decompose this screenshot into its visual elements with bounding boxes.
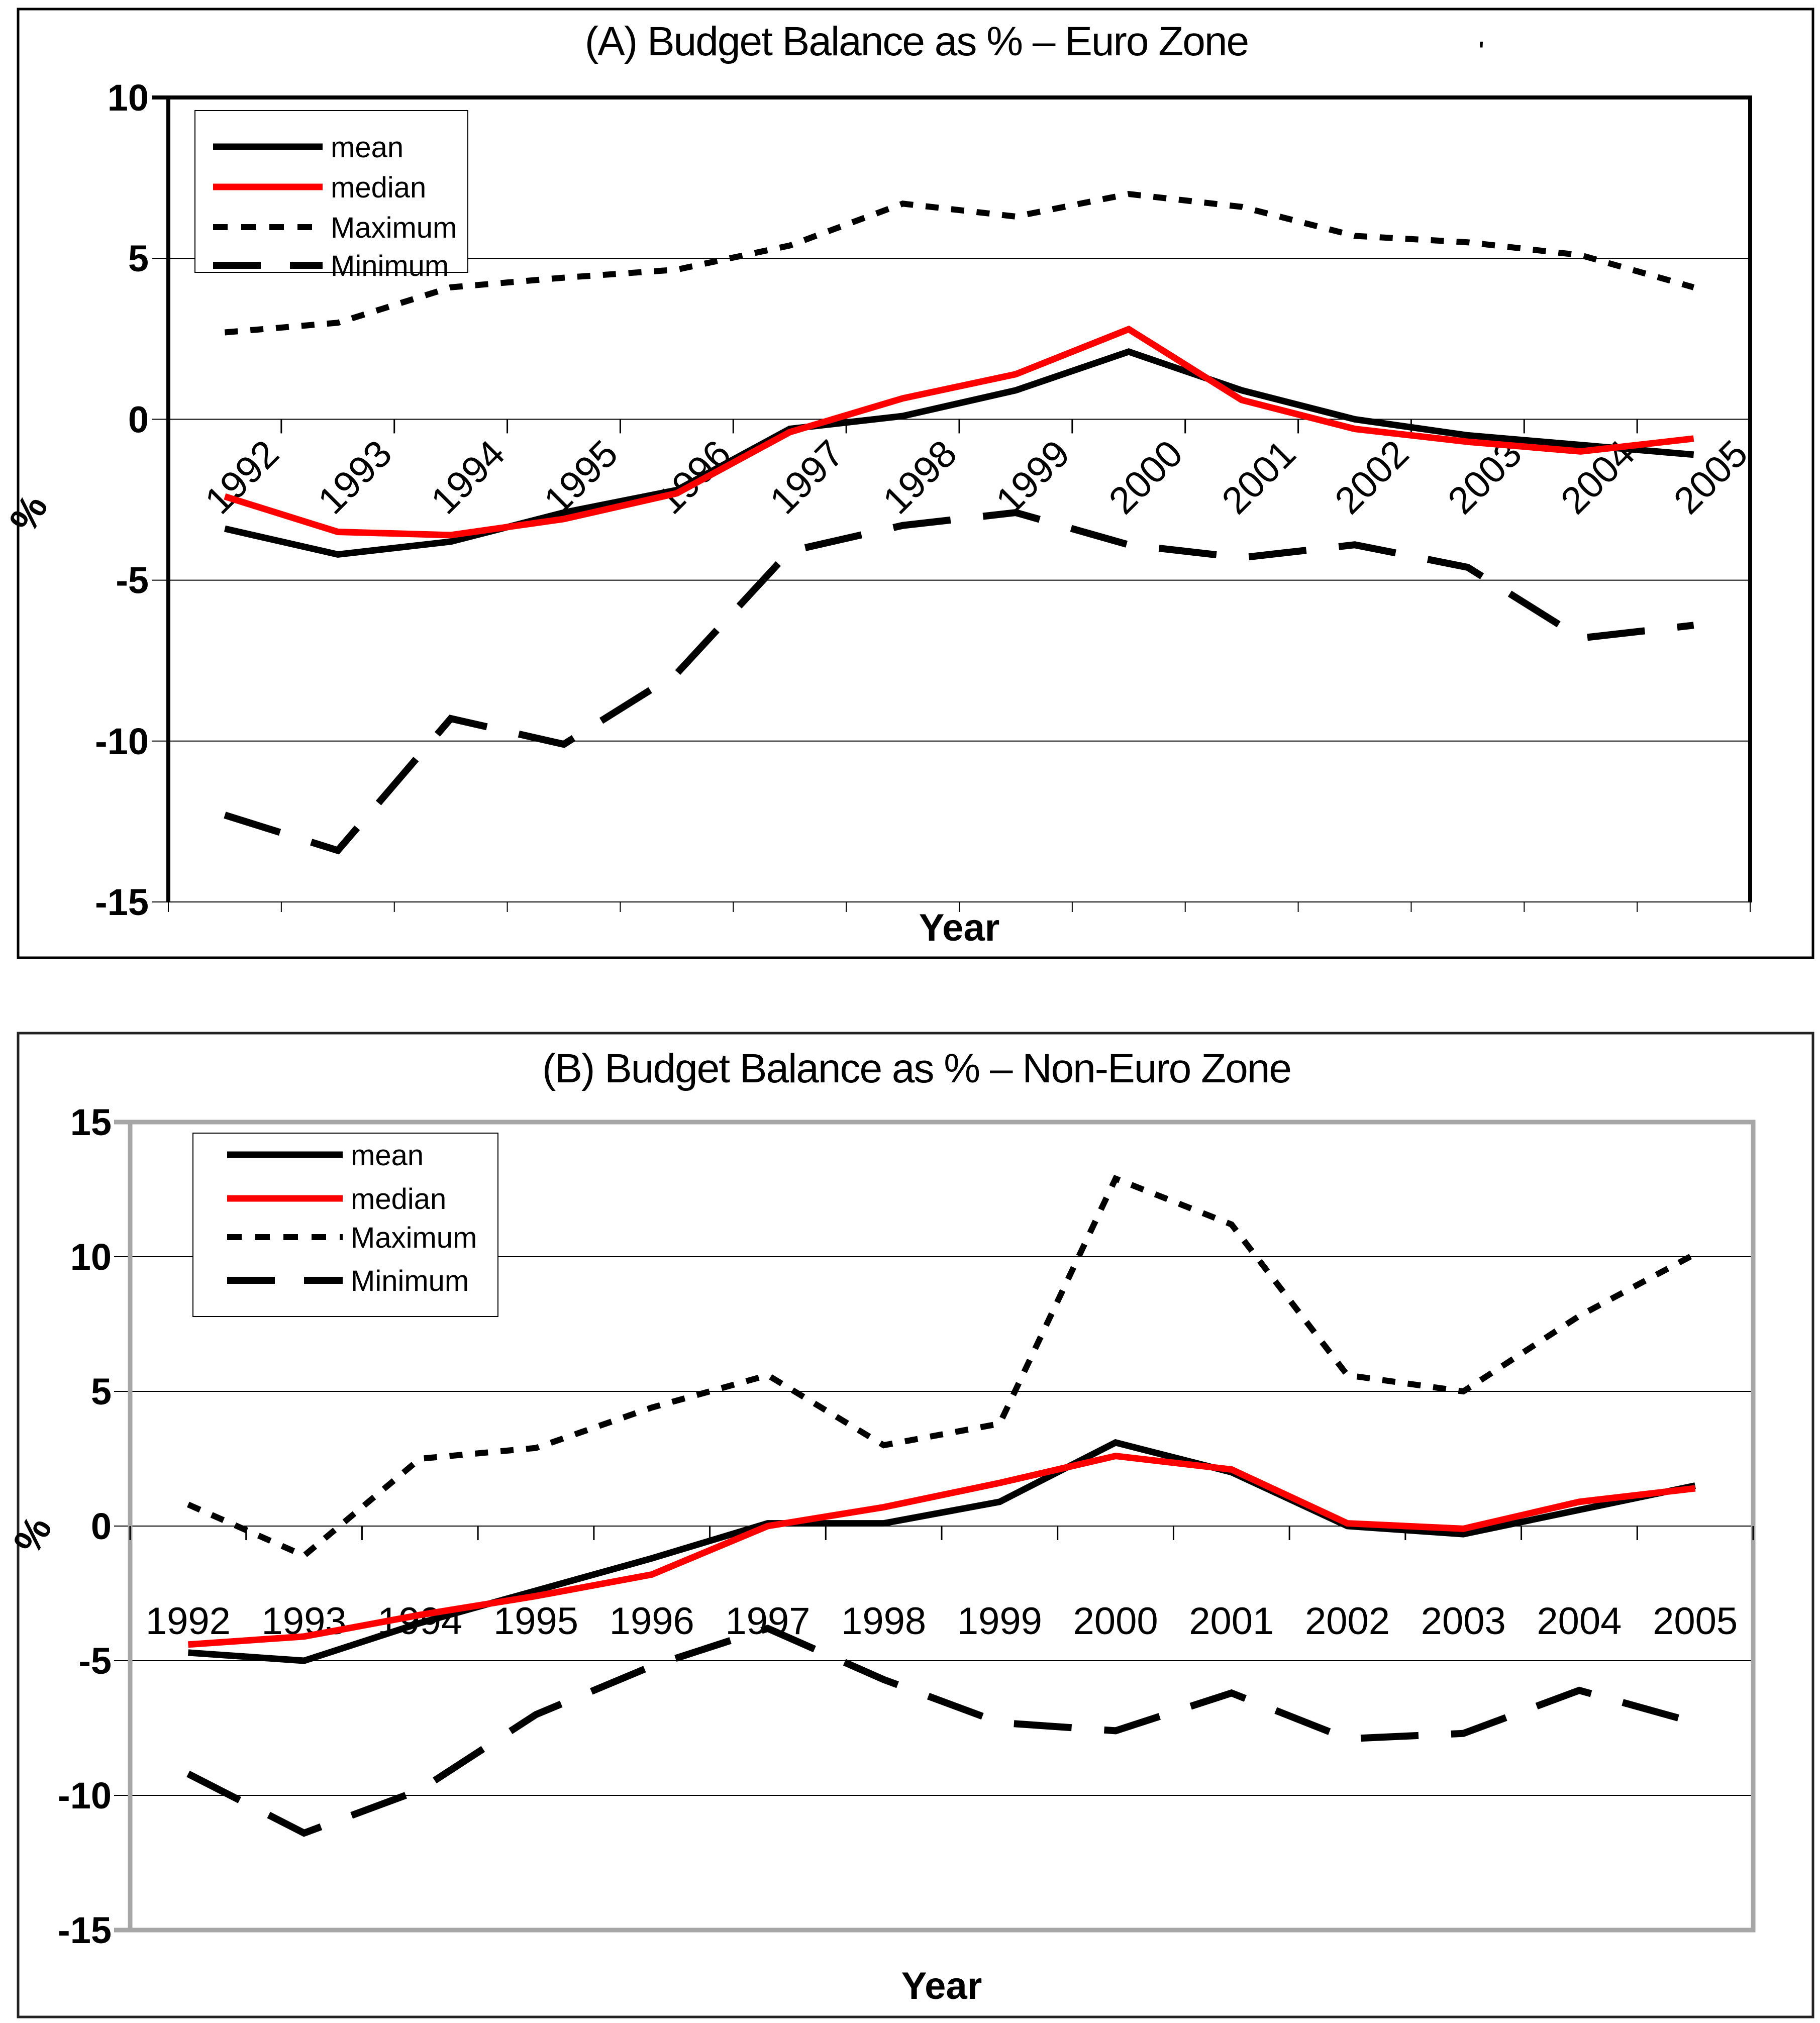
y-tick-label: -5 [116,560,149,601]
panel-b-x-axis-label: Year [901,1965,982,2007]
y-tick-label: 5 [128,238,149,279]
series-Maximum-line [224,191,1695,336]
x-tick-label: 2000 [1073,1600,1158,1643]
legend-label-median: median [351,1183,446,1216]
series-Minimum-line [186,1625,1696,1837]
y-tick-label: -5 [78,1640,112,1682]
legend-label-mean: mean [331,131,403,164]
y-tick-label: -10 [95,721,149,762]
series-mean-line [224,348,1694,558]
panel-b-title: (B) Budget Balance as % – Non-Euro Zone [542,1046,1291,1091]
series-median-line [224,325,1694,539]
legend-label-Maximum: Maximum [331,212,457,244]
y-tick-label: 5 [91,1371,112,1412]
y-tick-label: 10 [70,1236,112,1278]
x-tick-label: 1996 [610,1600,694,1643]
series-mean-line [187,1439,1696,1664]
x-tick-label: 1999 [957,1600,1042,1643]
y-tick-label: 0 [128,398,149,440]
panel-a-x-axis-label: Year [919,906,1000,949]
legend-label-Minimum: Minimum [331,250,449,282]
y-tick-label: 15 [70,1101,112,1143]
x-tick-label: 1998 [841,1600,926,1643]
legend-label-mean: mean [351,1139,424,1172]
y-tick-label: -15 [95,881,149,923]
x-tick-label: 2001 [1189,1600,1274,1643]
legend-box [194,110,468,273]
y-tick-label: -15 [58,1909,112,1951]
x-tick-label: 1992 [146,1600,231,1643]
series-Maximum-line [186,1174,1697,1559]
x-tick-label: 2004 [1537,1600,1622,1643]
series-Minimum-line [224,509,1694,855]
x-tick-label: 2002 [1305,1600,1390,1643]
x-tick-label: 1997 [725,1600,810,1643]
x-tick-label: 2003 [1421,1600,1506,1643]
x-tick-label: 2005 [1653,1600,1738,1643]
y-tick-label: 10 [108,77,149,119]
panel-a-stray-mark: ' [1479,37,1484,63]
legend-label-Maximum: Maximum [351,1222,477,1254]
y-tick-label: -10 [58,1775,112,1816]
legend-box [192,1133,498,1317]
series-median-line [187,1453,1696,1648]
panel-a-title: (A) Budget Balance as % – Euro Zone [585,19,1248,64]
x-tick-label: 1995 [493,1600,578,1643]
legend-label-Minimum: Minimum [351,1265,469,1297]
y-tick-label: 0 [91,1505,112,1547]
legend-label-median: median [331,171,426,204]
